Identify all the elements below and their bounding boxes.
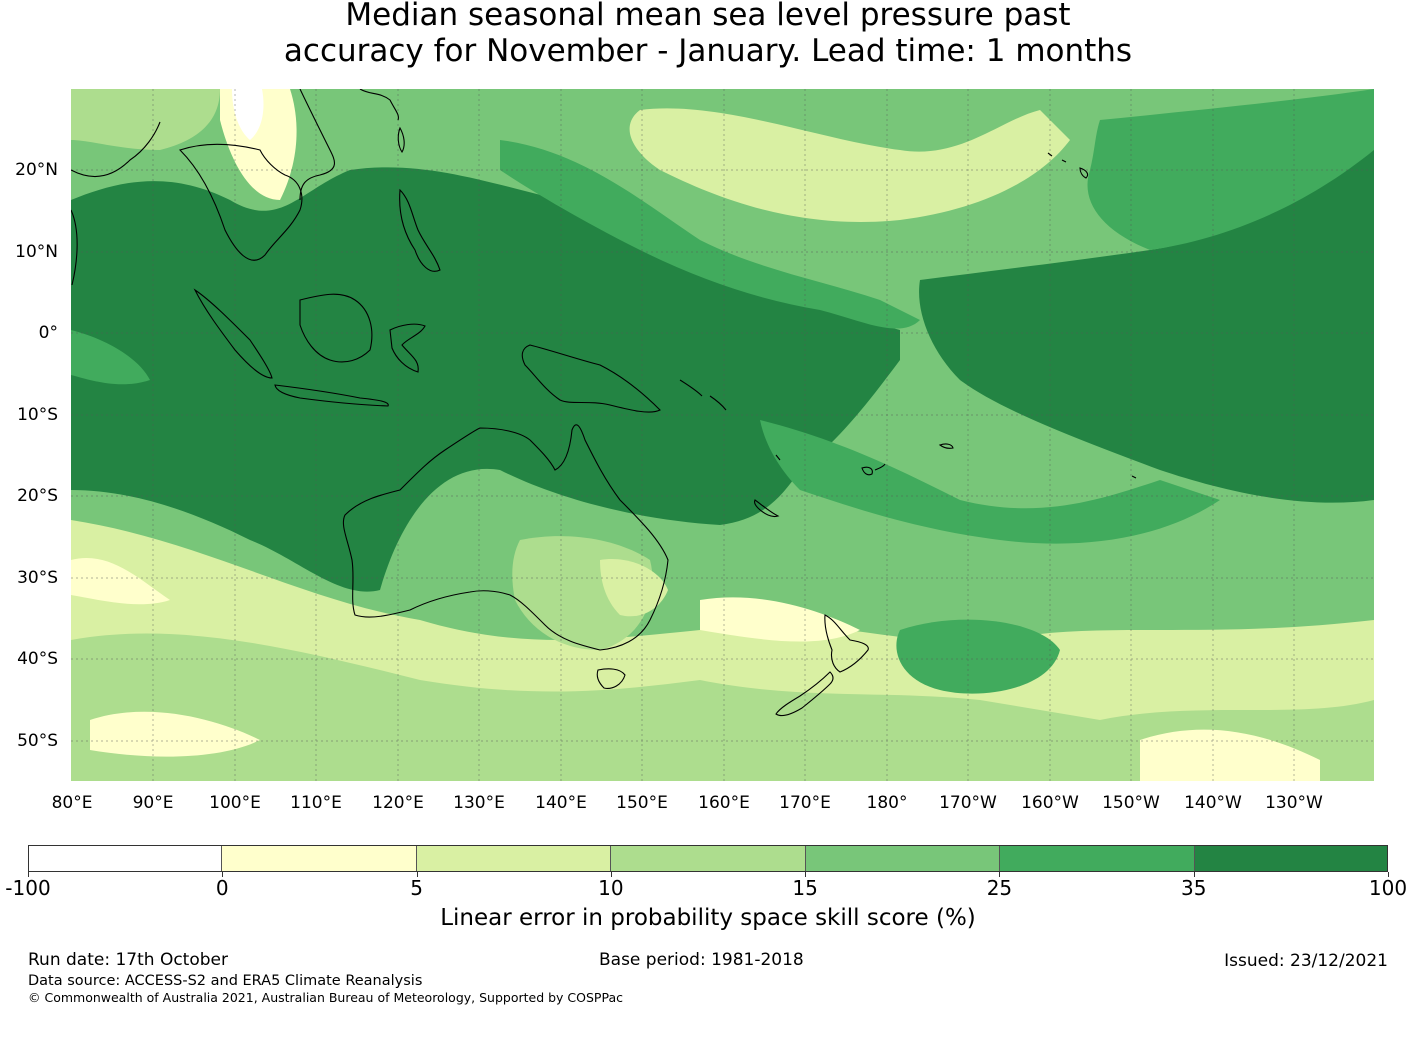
colorbar-tick-label: -100 xyxy=(5,876,51,900)
lat-label-30s: 30°S xyxy=(17,568,58,588)
lon-label-130w: 130°W xyxy=(1265,793,1323,813)
colorbar-tick xyxy=(1388,872,1389,877)
fiji-coast xyxy=(861,463,886,476)
lon-label-80e: 80°E xyxy=(51,793,93,813)
china-coast xyxy=(299,89,335,201)
colorbar-tick xyxy=(1193,872,1195,877)
colorbar-segment xyxy=(804,845,1000,872)
chart-title-line-1: Median seasonal mean sea level pressure … xyxy=(345,0,1071,33)
colorbar-tick-label: 10 xyxy=(598,876,624,900)
lon-label-100e: 100°E xyxy=(209,793,261,813)
lon-label-160e: 160°E xyxy=(698,793,750,813)
taiwan-coast xyxy=(397,126,405,154)
new-caledonia-coast xyxy=(754,499,780,518)
colorbar-segment xyxy=(28,845,222,872)
skill-region-indian-medium xyxy=(71,330,150,385)
skill-region-south-pacific-medium xyxy=(896,619,1060,694)
lon-label-150w: 150°W xyxy=(1102,793,1160,813)
skill-region-north-west-light xyxy=(71,89,220,150)
colorbar-segment xyxy=(1193,845,1388,872)
lat-label-20s: 20°S xyxy=(17,486,58,506)
australia-coast xyxy=(342,424,669,651)
lon-label-160w: 160°W xyxy=(1021,793,1079,813)
lon-label-120e: 120°E xyxy=(372,793,424,813)
skill-region-australia-lighter xyxy=(600,559,668,617)
philippines-coast xyxy=(399,188,441,272)
borneo-coast xyxy=(299,293,373,363)
lon-label-130e: 130°E xyxy=(453,793,505,813)
lon-label-140e: 140°E xyxy=(535,793,587,813)
colorbar-tick xyxy=(222,872,224,877)
indochina-coast xyxy=(178,143,303,261)
skill-region-asia-white xyxy=(232,89,264,140)
colorbar-tick-label: 35 xyxy=(1180,876,1207,900)
lat-label-0: 0° xyxy=(38,323,58,343)
data-source: Data source: ACCESS-S2 and ERA5 Climate … xyxy=(28,973,423,989)
colorbar-label: Linear error in probability space skill … xyxy=(440,905,976,931)
colorbar-tick xyxy=(610,872,612,877)
skill-region-north-pacific-light xyxy=(629,108,1070,222)
skill-region-spcz-medium xyxy=(760,420,1220,544)
hawaii-coast xyxy=(1047,152,1089,179)
lon-label-110e: 110°E xyxy=(290,793,342,813)
skill-region-east-pacific-dark xyxy=(919,140,1374,503)
chart-title-line-2: accuracy for November - January. Lead ti… xyxy=(283,33,1133,69)
coastlines xyxy=(71,89,1137,717)
skill-region-pale-patches xyxy=(71,558,1320,781)
colorbar-tick-label: 0 xyxy=(215,876,229,900)
new-zealand-north-coast xyxy=(824,614,869,673)
colorbar-tick-label: 25 xyxy=(986,876,1013,900)
lon-label-170e: 170°E xyxy=(779,793,831,813)
colorbar-tick xyxy=(999,872,1001,877)
vanuatu-solomons-coast xyxy=(679,379,1137,479)
sulawesi-coast xyxy=(389,323,426,373)
india-coast xyxy=(71,121,161,286)
colorbar-segment xyxy=(999,845,1194,872)
lon-label-150e: 150°E xyxy=(616,793,668,813)
issued-date: Issued: 23/12/2021 xyxy=(1224,951,1388,971)
sumatra-coast xyxy=(193,288,273,379)
run-date: Run date: 17th October xyxy=(28,950,228,970)
lat-label-40s: 40°S xyxy=(17,649,58,669)
new-guinea-coast xyxy=(521,344,661,413)
java-coast xyxy=(274,384,389,407)
lon-label-140w: 140°W xyxy=(1184,793,1242,813)
skill-region-west-pacific-medium xyxy=(500,140,920,329)
colorbar-tick-label: 100 xyxy=(1368,876,1408,900)
colorbar xyxy=(28,845,1388,872)
colorbar-segment xyxy=(415,845,611,872)
skill-region-south-lighter xyxy=(71,633,1374,781)
lat-label-50s: 50°S xyxy=(17,731,58,751)
colorbar-tick-label: 5 xyxy=(410,876,423,900)
new-zealand-south-coast xyxy=(775,671,834,717)
copyright: © Commonwealth of Australia 2021, Austra… xyxy=(28,990,623,1005)
skill-score-map xyxy=(71,89,1374,781)
japan-coast xyxy=(359,89,399,121)
lat-label-20n: 20°N xyxy=(15,160,58,180)
tasmania-coast xyxy=(596,668,626,689)
colorbar-segment xyxy=(221,845,416,872)
lat-label-10n: 10°N xyxy=(15,242,58,262)
colorbar-tick xyxy=(416,872,418,877)
lon-label-170w: 170°W xyxy=(939,793,997,813)
lon-label-180: 180° xyxy=(866,793,908,813)
colorbar-tick-label: 15 xyxy=(792,876,818,900)
colorbar-segment xyxy=(610,845,805,872)
skill-region-east-pacific-medium xyxy=(1087,89,1374,250)
lon-label-90e: 90°E xyxy=(132,793,174,813)
lat-label-10s: 10°S xyxy=(17,405,58,425)
map-gridlines xyxy=(71,89,1374,781)
colorbar-tick xyxy=(805,872,807,877)
colorbar-tick xyxy=(28,872,29,877)
base-period: Base period: 1981-2018 xyxy=(599,950,804,970)
